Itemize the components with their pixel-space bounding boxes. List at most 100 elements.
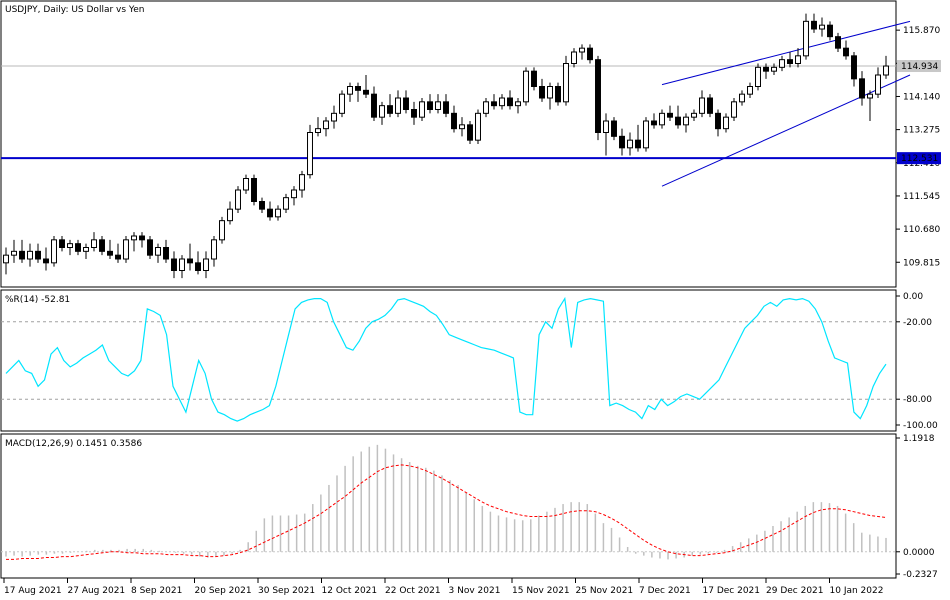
x-tick-label: 17 Aug 2021 — [4, 586, 62, 596]
wpr-pane-frame — [0, 289, 897, 432]
candle-bear — [507, 97, 513, 107]
candle-bull — [307, 132, 313, 176]
candle-bear — [355, 86, 361, 91]
candle-bull — [315, 128, 321, 134]
candle-bear — [19, 250, 25, 260]
candle-bear — [427, 101, 433, 111]
candle-bear — [851, 55, 857, 80]
candle-bull — [131, 235, 137, 241]
candle-bull — [747, 86, 753, 95]
x-tick-label: 30 Sep 2021 — [258, 586, 315, 596]
candle-bear — [387, 105, 393, 114]
price-y-tick-label: 114.140 — [903, 92, 940, 102]
candle-bull — [643, 120, 649, 149]
candle-bull — [67, 243, 73, 249]
candle-bear — [715, 112, 721, 130]
x-tick-label: 22 Oct 2021 — [385, 586, 441, 596]
candle-bull — [579, 47, 585, 53]
support-price-box — [897, 152, 941, 165]
candle-bull — [347, 86, 353, 95]
candle-bear — [451, 112, 457, 130]
x-tick-label: 20 Sep 2021 — [195, 586, 252, 596]
candle-bear — [859, 78, 865, 99]
candle-bull — [203, 258, 209, 271]
candle-bull — [243, 178, 249, 191]
candle-bull — [275, 208, 281, 218]
candle-bull — [435, 101, 441, 111]
candle-bull — [867, 93, 873, 99]
x-tick-label: 17 Dec 2021 — [703, 586, 761, 596]
x-tick-label: 15 Nov 2021 — [512, 586, 570, 596]
candle-bear — [139, 235, 145, 241]
candle-bear — [763, 66, 769, 72]
candle-bull — [339, 93, 345, 114]
wpr-pane-title: %R(14) -52.81 — [5, 295, 70, 305]
candle-bull — [779, 59, 785, 68]
candle-bear — [531, 70, 537, 87]
candle-bull — [11, 250, 17, 256]
candle-bull — [739, 93, 745, 103]
candle-bear — [403, 97, 409, 110]
candle-bull — [563, 63, 569, 103]
wpr-y-tick-label: -80.00 — [903, 395, 932, 405]
macd-pane-title: MACD(12,26,9) 0.1451 0.3586 — [5, 439, 142, 449]
candle-bull — [731, 101, 737, 118]
current-price-label: 114.934 — [901, 62, 938, 72]
candle-bull — [683, 116, 689, 126]
candle-bull — [547, 86, 553, 99]
candle-bear — [619, 135, 625, 149]
wpr-y-tick-label: 0.00 — [903, 292, 923, 302]
price-y-tick-label: 110.680 — [903, 225, 940, 235]
candle-bear — [787, 59, 793, 65]
candle-bear — [835, 36, 841, 49]
candle-bull — [659, 112, 665, 126]
candle-bull — [219, 220, 225, 241]
candle-bull — [395, 97, 401, 114]
candle-bear — [259, 201, 265, 210]
candle-bull — [419, 101, 425, 118]
candle-bull — [291, 189, 297, 199]
candle-bear — [651, 120, 657, 126]
x-tick-label: 3 Nov 2021 — [449, 586, 501, 596]
price-y-tick-label: 109.815 — [903, 258, 940, 268]
candle-bear — [43, 258, 49, 264]
candle-bear — [267, 208, 273, 218]
candle-bull — [627, 139, 633, 149]
candle-bear — [251, 178, 257, 202]
wpr-y-tick-label: -20.00 — [903, 318, 932, 328]
candle-bull — [211, 239, 217, 260]
candle-bear — [187, 258, 193, 264]
candle-bull — [27, 250, 33, 260]
candle-bear — [363, 89, 369, 95]
candle-bull — [691, 112, 697, 118]
price-pane — [1, 13, 911, 279]
candle-bear — [371, 93, 377, 118]
candle-bear — [467, 124, 473, 141]
candle-bear — [635, 139, 641, 149]
candle-bear — [75, 243, 81, 252]
channel-upper-line — [661, 20, 911, 86]
candle-bull — [515, 101, 521, 107]
candle-bear — [595, 59, 601, 134]
candle-bull — [155, 247, 161, 256]
candle-bull — [299, 174, 305, 191]
current-price-box — [897, 60, 941, 73]
macd-y-tick-label: 0.0000 — [903, 548, 935, 558]
candle-bull — [379, 105, 385, 118]
x-tick-label: 25 Nov 2021 — [576, 586, 634, 596]
candle-bull — [227, 208, 233, 222]
candle-bull — [475, 112, 481, 141]
candle-bear — [443, 101, 449, 114]
wpr-pane — [1, 296, 896, 422]
price-pane-title: USDJPY, Daily: US Dollar vs Yen — [5, 5, 144, 15]
x-tick-label: 8 Sep 2021 — [131, 586, 182, 596]
candle-bull — [755, 66, 761, 88]
candle-bear — [195, 262, 201, 272]
candle-bear — [707, 97, 713, 114]
macd-y-tick-label: -0.2327 — [903, 570, 938, 580]
price-pane-frame — [0, 0, 897, 288]
candle-bull — [771, 66, 777, 72]
candle-bull — [883, 65, 889, 76]
price-y-tick-label: 115.870 — [903, 26, 940, 36]
price-y-tick-label: 111.545 — [903, 192, 940, 202]
